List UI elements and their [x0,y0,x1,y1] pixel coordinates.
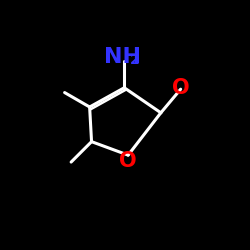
Text: NH: NH [104,47,141,67]
Text: O: O [119,151,137,171]
Text: O: O [172,78,190,98]
Text: 2: 2 [130,53,140,67]
